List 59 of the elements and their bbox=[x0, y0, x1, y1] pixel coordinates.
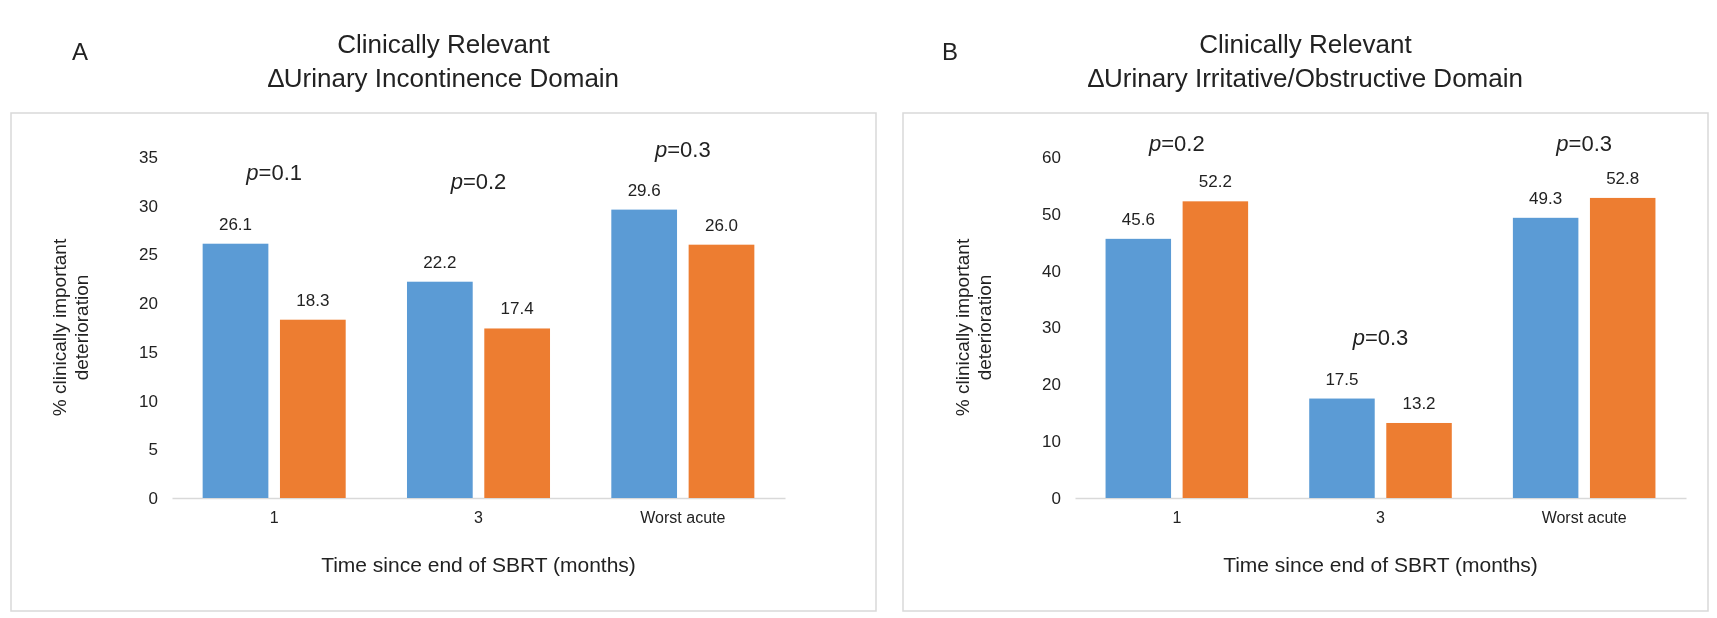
bar bbox=[1386, 422, 1452, 498]
data-label: 18.3 bbox=[296, 290, 330, 310]
data-label: 17.4 bbox=[500, 299, 534, 319]
x-tick-label: 1 bbox=[1172, 509, 1182, 527]
y-axis-title: % clinically important deterioration bbox=[48, 238, 93, 417]
x-axis-title: Time since end of SBRT (months) bbox=[321, 553, 636, 576]
y-tick-label: 0 bbox=[148, 488, 158, 508]
bar bbox=[1182, 201, 1249, 498]
annotation: p=0.1 bbox=[245, 159, 303, 185]
y-tick-label: 30 bbox=[139, 196, 158, 216]
text: A bbox=[71, 38, 89, 65]
chart-title: Clinically Relevant ∆Urinary Incontinence Domain bbox=[267, 29, 620, 93]
y-tick-label: 30 bbox=[1042, 318, 1061, 338]
text: B bbox=[941, 38, 959, 65]
y-axis-title: % clinically important deterioration bbox=[951, 238, 996, 417]
data-label: 49.3 bbox=[1529, 188, 1563, 208]
text: p=0.2 bbox=[1147, 130, 1205, 156]
bar bbox=[279, 319, 346, 498]
y-tick-label: 0 bbox=[1051, 488, 1061, 508]
y-tick-label: 35 bbox=[139, 147, 158, 167]
data-label: 26.0 bbox=[704, 215, 739, 235]
data-label: 29.6 bbox=[627, 180, 661, 200]
bar bbox=[611, 209, 678, 498]
x-tick-label: Worst acute bbox=[640, 509, 726, 527]
y-tick-label: 20 bbox=[139, 294, 158, 314]
y-tick-label: 50 bbox=[1042, 204, 1061, 224]
annotation: p=0.3 bbox=[1351, 324, 1409, 350]
x-tick-label: Worst acute bbox=[1541, 509, 1627, 527]
x-tick-label: 1 bbox=[269, 509, 279, 527]
chart-title: Clinically Relevant ∆Urinary Irritative/Obstructive Domain bbox=[1088, 29, 1523, 93]
y-tick-label: 40 bbox=[1042, 261, 1061, 281]
data-label: 45.6 bbox=[1121, 209, 1155, 229]
bar bbox=[1589, 197, 1656, 498]
data-label: 17.5 bbox=[1325, 369, 1359, 389]
data-label: 26.1 bbox=[218, 214, 253, 234]
bar bbox=[1512, 217, 1579, 498]
bar bbox=[1309, 398, 1375, 498]
data-label: 22.2 bbox=[423, 252, 457, 272]
y-tick-label: 10 bbox=[139, 391, 158, 411]
text: p=0.3 bbox=[1555, 130, 1613, 156]
data-label: 52.8 bbox=[1606, 168, 1640, 188]
y-tick-label: 5 bbox=[148, 440, 158, 460]
bar bbox=[406, 281, 473, 498]
annotation: p=0.2 bbox=[449, 168, 507, 194]
data-label: 13.2 bbox=[1402, 393, 1436, 413]
bar bbox=[484, 328, 551, 498]
bar bbox=[1105, 238, 1172, 498]
x-tick-label: 3 bbox=[1376, 509, 1386, 527]
bar bbox=[688, 244, 755, 498]
x-tick-label: 3 bbox=[474, 509, 484, 527]
x-axis-title: Time since end of SBRT (months) bbox=[1223, 553, 1538, 576]
y-tick-label: 20 bbox=[1042, 375, 1061, 395]
annotation: p=0.3 bbox=[653, 136, 711, 162]
y-tick-label: 60 bbox=[1042, 147, 1061, 167]
y-tick-label: 15 bbox=[139, 342, 158, 362]
bar bbox=[202, 243, 269, 498]
y-tick-label: 25 bbox=[139, 245, 158, 265]
data-label: 52.2 bbox=[1198, 172, 1232, 192]
y-tick-label: 10 bbox=[1042, 432, 1061, 452]
